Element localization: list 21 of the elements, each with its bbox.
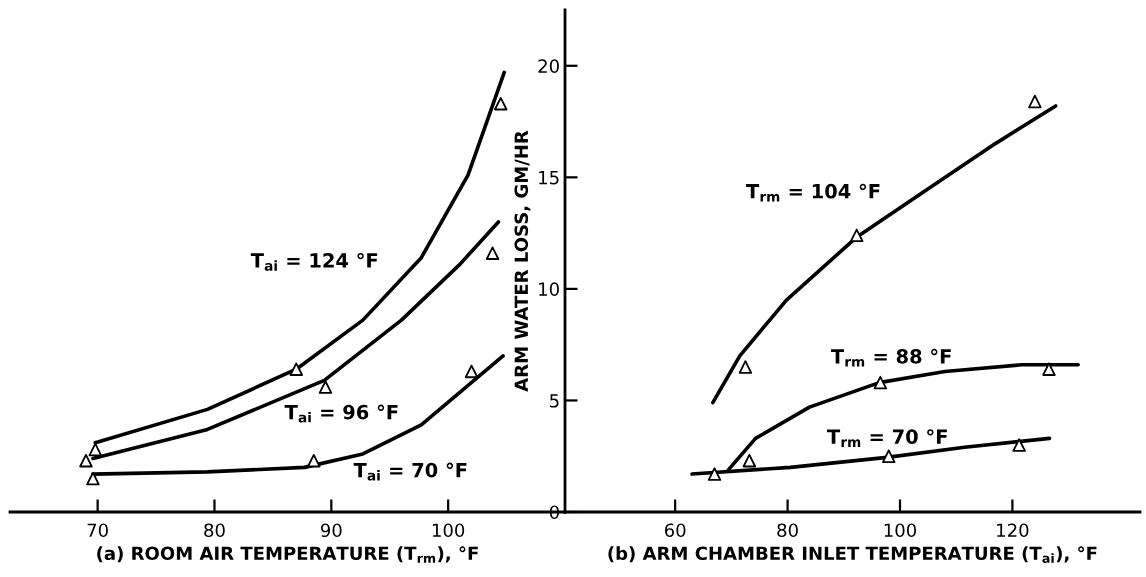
- y-axis-title: ARM WATER LOSS, GM/HR: [514, 130, 531, 392]
- x-tick-label: 70: [87, 523, 108, 538]
- series-label: T$_{ai}$ = 96 °F: [284, 404, 398, 423]
- x-axis-title: (a) ROOM AIR TEMPERATURE (T$_{rm}$), °F: [97, 546, 478, 563]
- x-axis-title: (b) ARM CHAMBER INLET TEMPERATURE (T$_{ai}$), °F: [608, 546, 1097, 563]
- y-tick-label: 5: [550, 394, 559, 408]
- series-label: T$_{rm}$ = 70 °F: [827, 429, 947, 447]
- series-label: T$_{rm}$ = 88 °F: [830, 348, 951, 367]
- x-tick-label: 80: [777, 523, 798, 538]
- x-tick-label: 90: [320, 523, 342, 538]
- y-tick-label: 15: [539, 171, 559, 185]
- x-tick-label: 120: [997, 523, 1029, 538]
- x-tick-label: 80: [204, 523, 225, 538]
- y-tick-label: 10: [539, 282, 559, 297]
- x-tick-label: 100: [432, 523, 465, 538]
- x-tick-label: 60: [664, 523, 686, 538]
- y-tick-label: 20: [538, 59, 559, 73]
- series-label: T$_{ai}$ = 124 °F: [250, 252, 378, 271]
- x-tick-label: 100: [884, 523, 917, 538]
- series-label: T$_{rm}$ = 104 °F: [746, 183, 880, 202]
- series-label: T$_{ai}$ = 70 °F: [353, 462, 467, 481]
